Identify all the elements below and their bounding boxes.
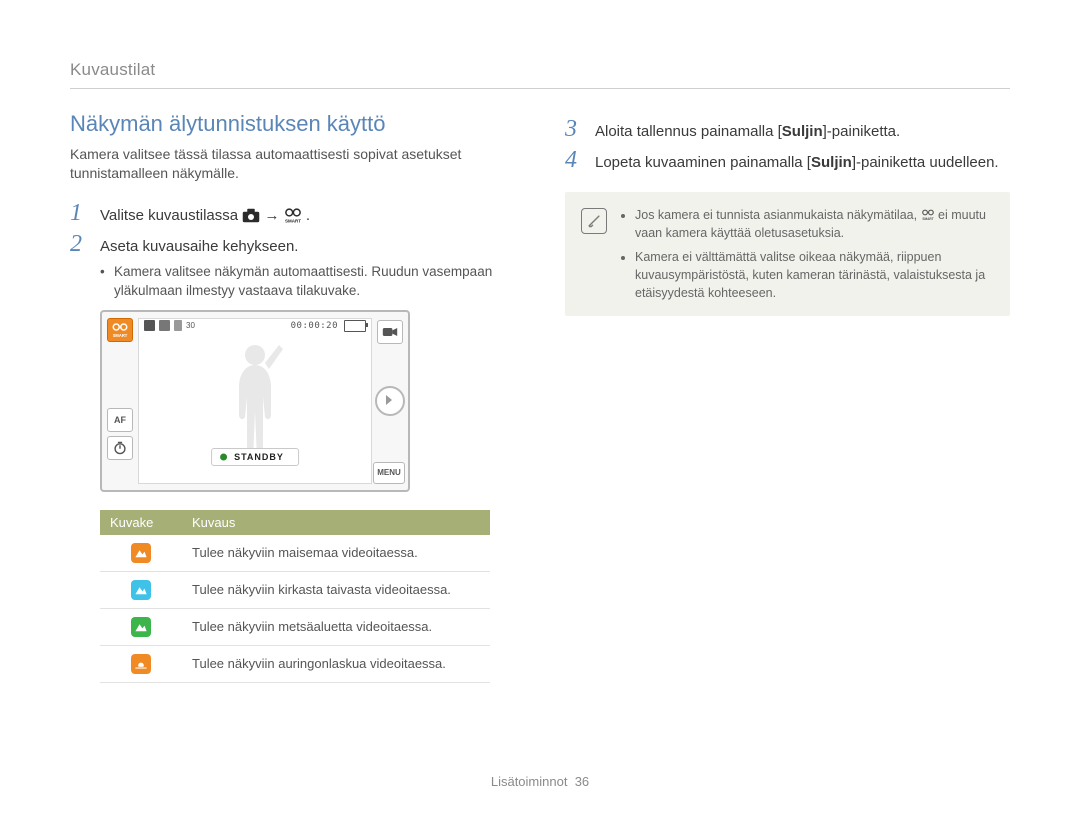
table-row: Tulee näkyviin kirkasta taivasta videoit… [100,571,490,608]
step1-arrow: → [264,207,283,224]
standby-indicator: STANDBY [211,448,299,466]
scene-icon [131,580,151,600]
step4-b: ]-painiketta uudelleen. [852,154,999,171]
battery-icon [344,320,366,332]
step-number: 4 [565,148,585,172]
step-number: 3 [565,117,585,141]
svg-text:SMART: SMART [285,218,301,223]
note-item-1: Jos kamera ei tunnista asianmukaista näk… [635,206,994,242]
note1-a: Jos kamera ei tunnista asianmukaista näk… [635,208,921,222]
table-row: Tulee näkyviin metsäaluetta videoitaessa… [100,608,490,645]
scene-icon [131,654,151,674]
table-header-desc: Kuvaus [182,510,490,535]
lcd-left-icons: SMART AF [105,318,135,460]
left-column: Näkymän älytunnistuksen käyttö Kamera va… [70,111,515,683]
step1-text-c: . [306,207,310,224]
step-1: 1 Valitse kuvaustilassa → SMART . [70,201,515,226]
camera-lcd-illustration: 30 00:00:20 SMART AF [100,310,410,492]
table-cell-icon [100,645,182,682]
table-row: Tulee näkyviin auringonlaskua videoitaes… [100,645,490,682]
section-lead: Kamera valitsee tässä tilassa automaatti… [70,145,515,183]
note-box: Jos kamera ei tunnista asianmukaista näk… [565,192,1010,317]
note-list: Jos kamera ei tunnista asianmukaista näk… [619,206,994,303]
camera-icon [242,208,260,224]
menu-button-icon: MENU [373,462,405,484]
lcd-time: 00:00:20 [291,321,338,331]
step4-bold: Suljin [811,154,852,171]
horizontal-rule [70,88,1010,89]
step-text: Aloita tallennus painamalla [Suljin]-pai… [595,122,900,142]
lcd-top-bar: 30 00:00:20 [144,320,366,332]
svg-text:SMART: SMART [922,217,933,221]
step3-a: Aloita tallennus painamalla [ [595,123,782,140]
status-dot-icon [174,320,182,331]
footer-label: Lisätoiminnot [491,774,568,789]
note-info-icon [581,208,607,234]
step1-text-a: Valitse kuvaustilassa [100,207,242,224]
table-cell-icon [100,571,182,608]
step-4: 4 Lopeta kuvaaminen painamalla [Suljin]-… [565,148,1010,173]
smart-video-icon: SMART [921,208,935,220]
step3-b: ]-painiketta. [823,123,901,140]
smart-mode-icon: SMART [107,318,133,342]
status-dot-icon [144,320,155,331]
svg-text:SMART: SMART [113,332,128,337]
footer-page: 36 [575,774,589,789]
table-cell-desc: Tulee näkyviin metsäaluetta videoitaessa… [182,608,490,645]
icon-description-table: Kuvake Kuvaus Tulee näkyviin maisemaa vi… [100,510,490,683]
note-item-2: Kamera ei välttämättä valitse oikeaa näk… [635,248,994,302]
scene-icon [131,543,151,563]
smart-icon: SMART [284,208,302,224]
table-cell-desc: Tulee näkyviin auringonlaskua videoitaes… [182,645,490,682]
table-cell-desc: Tulee näkyviin kirkasta taivasta videoit… [182,571,490,608]
scene-icon [131,617,151,637]
page-footer: Lisätoiminnot 36 [0,774,1080,789]
step-2: 2 Aseta kuvausaihe kehykseen. [70,232,515,257]
step-text: Valitse kuvaustilassa → SMART . [100,206,310,226]
step-number: 1 [70,201,90,225]
status-dot-icon [159,320,170,331]
step-text: Lopeta kuvaaminen painamalla [Suljin]-pa… [595,153,999,173]
table-cell-icon [100,535,182,572]
step2-bullet: Kamera valitsee näkymän automaattisesti.… [100,263,515,299]
section-title: Näkymän älytunnistuksen käyttö [70,111,515,137]
status-frame-label: 30 [186,321,195,330]
table-cell-desc: Tulee näkyviin maisemaa videoitaessa. [182,535,490,572]
af-mode-icon: AF [107,408,133,432]
breadcrumb: Kuvaustilat [70,60,1010,80]
step3-bold: Suljin [782,123,823,140]
playback-dial-icon [375,386,405,416]
record-icon [377,320,403,344]
step4-a: Lopeta kuvaaminen painamalla [ [595,154,811,171]
two-column-layout: Näkymän älytunnistuksen käyttö Kamera va… [70,111,1010,683]
table-cell-icon [100,608,182,645]
step-text: Aseta kuvausaihe kehykseen. [100,237,298,257]
person-silhouette-icon [215,341,295,461]
right-column: 3 Aloita tallennus painamalla [Suljin]-p… [565,111,1010,683]
timer-icon [107,436,133,460]
table-header-icon: Kuvake [100,510,182,535]
table-row: Tulee näkyviin maisemaa videoitaessa. [100,535,490,572]
step-number: 2 [70,232,90,256]
step-3: 3 Aloita tallennus painamalla [Suljin]-p… [565,117,1010,142]
page: Kuvaustilat Näkymän älytunnistuksen käyt… [0,0,1080,815]
